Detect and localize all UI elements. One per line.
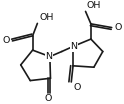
Text: O: O (73, 83, 81, 92)
Text: OH: OH (87, 1, 101, 11)
Text: O: O (2, 36, 9, 45)
Text: O: O (44, 94, 52, 103)
Text: N: N (70, 42, 77, 51)
Text: N: N (45, 52, 52, 61)
Text: OH: OH (39, 13, 54, 22)
Text: O: O (115, 23, 122, 32)
